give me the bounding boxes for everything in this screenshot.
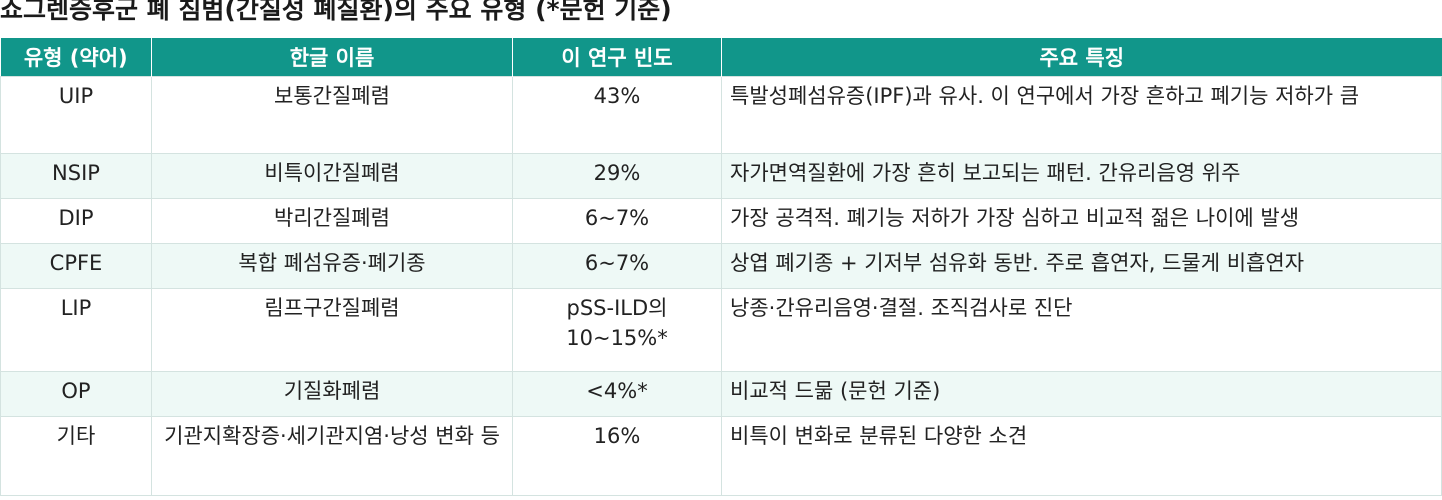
cell-frequency: 16% <box>512 416 722 496</box>
header-frequency: 이 연구 빈도 <box>512 38 722 77</box>
cell-type: OP <box>0 371 152 417</box>
cell-features: 비특이 변화로 분류된 다양한 소견 <box>721 416 1442 496</box>
table-row: UIP 보통간질폐렴 43% 특발성폐섬유증(IPF)과 유사. 이 연구에서 … <box>0 76 1442 154</box>
header-korean-name: 한글 이름 <box>151 38 513 77</box>
cell-features: 상엽 폐기종 + 기저부 섬유화 동반. 주로 흡연자, 드물게 비흡연자 <box>721 243 1442 289</box>
cell-features: 비교적 드묾 (문헌 기준) <box>721 371 1442 417</box>
table-row: OP 기질화폐렴 <4%* 비교적 드묾 (문헌 기준) <box>0 371 1442 417</box>
cell-type: UIP <box>0 76 152 154</box>
table-row: DIP 박리간질폐렴 6~7% 가장 공격적. 폐기능 저하가 가장 심하고 비… <box>0 198 1442 244</box>
cell-frequency: pSS-ILD의 10~15%* <box>512 288 722 372</box>
table-header-row: 유형 (약어) 한글 이름 이 연구 빈도 주요 특징 <box>0 38 1442 77</box>
cell-korean-name: 림프구간질폐렴 <box>151 288 513 372</box>
cell-type: NSIP <box>0 153 152 199</box>
cell-features: 가장 공격적. 폐기능 저하가 가장 심하고 비교적 젊은 나이에 발생 <box>721 198 1442 244</box>
cell-features: 특발성폐섬유증(IPF)과 유사. 이 연구에서 가장 흔하고 폐기능 저하가 … <box>721 76 1442 154</box>
cell-korean-name: 기질화폐렴 <box>151 371 513 417</box>
table-row: CPFE 복합 폐섬유증·폐기종 6~7% 상엽 폐기종 + 기저부 섬유화 동… <box>0 243 1442 289</box>
cell-frequency: <4%* <box>512 371 722 417</box>
cell-type: DIP <box>0 198 152 244</box>
cell-korean-name: 비특이간질폐렴 <box>151 153 513 199</box>
cell-frequency: 6~7% <box>512 198 722 244</box>
cell-korean-name: 복합 폐섬유증·폐기종 <box>151 243 513 289</box>
cell-frequency: 29% <box>512 153 722 199</box>
page-title: 쇼그렌증후군 폐 침범(간질성 폐질환)의 주요 유형 (*문헌 기준) <box>0 0 672 24</box>
table-row: 기타 기관지확장증·세기관지염·낭성 변화 등 16% 비특이 변화로 분류된 … <box>0 416 1442 496</box>
cell-type: LIP <box>0 288 152 372</box>
cell-features: 자가면역질환에 가장 흔히 보고되는 패턴. 간유리음영 위주 <box>721 153 1442 199</box>
cell-korean-name: 보통간질폐렴 <box>151 76 513 154</box>
cell-features: 낭종·간유리음영·결절. 조직검사로 진단 <box>721 288 1442 372</box>
cell-type: 기타 <box>0 416 152 496</box>
cell-korean-name: 박리간질폐렴 <box>151 198 513 244</box>
cell-type: CPFE <box>0 243 152 289</box>
ild-types-table: 유형 (약어) 한글 이름 이 연구 빈도 주요 특징 UIP 보통간질폐렴 4… <box>0 38 1442 496</box>
cell-frequency: 43% <box>512 76 722 154</box>
table-row: LIP 림프구간질폐렴 pSS-ILD의 10~15%* 낭종·간유리음영·결절… <box>0 288 1442 372</box>
header-features: 주요 특징 <box>721 38 1442 77</box>
header-type: 유형 (약어) <box>0 38 152 77</box>
cell-korean-name: 기관지확장증·세기관지염·낭성 변화 등 <box>151 416 513 496</box>
table-row: NSIP 비특이간질폐렴 29% 자가면역질환에 가장 흔히 보고되는 패턴. … <box>0 153 1442 199</box>
cell-frequency: 6~7% <box>512 243 722 289</box>
